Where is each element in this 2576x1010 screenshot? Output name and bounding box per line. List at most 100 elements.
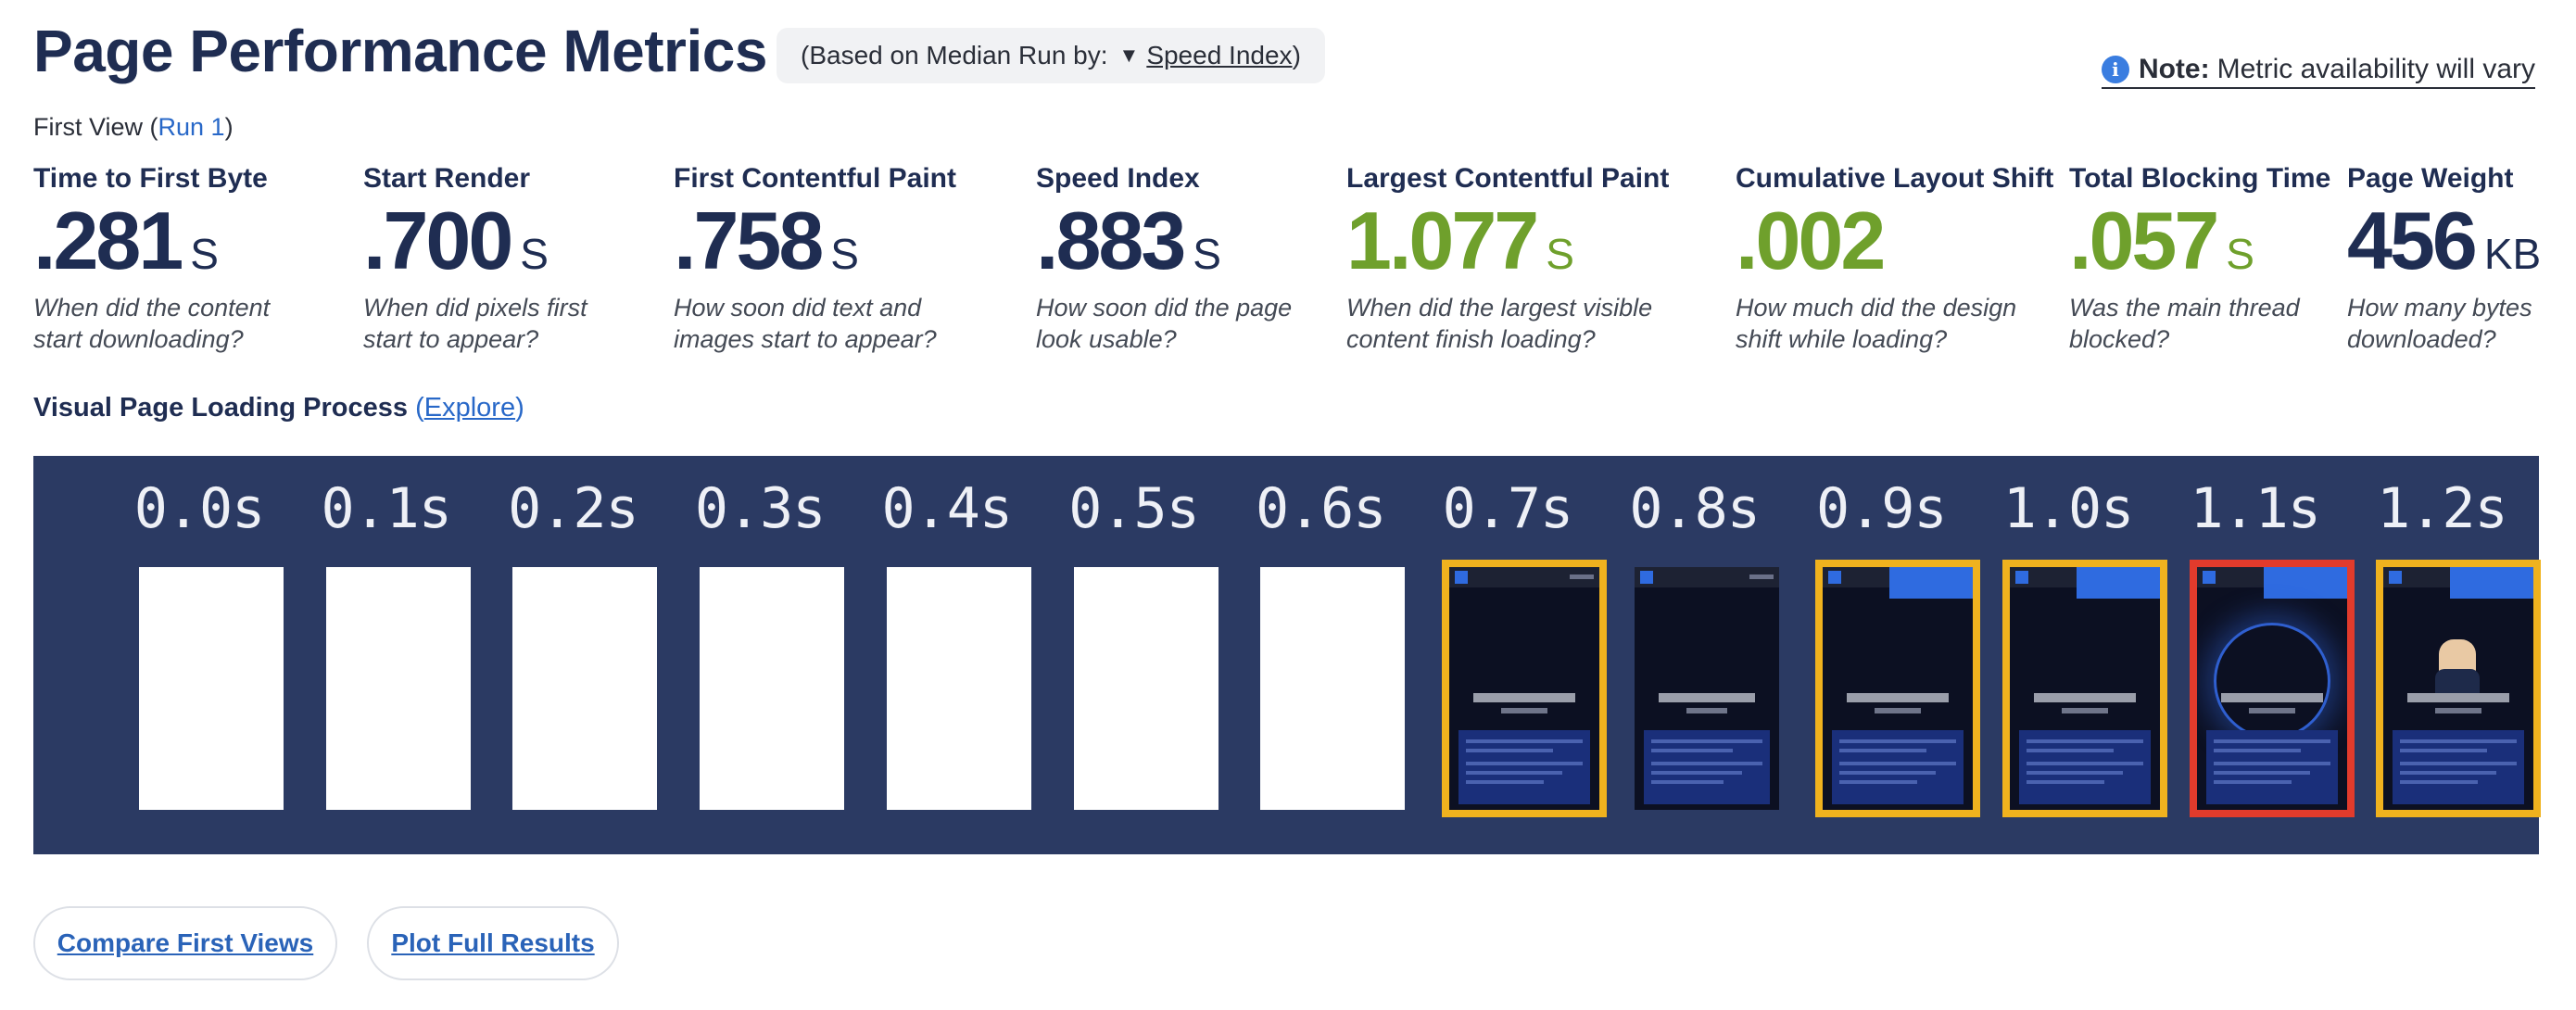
- frame-thumbnail[interactable]: [1815, 560, 1981, 817]
- frame-time: 0.6s: [1255, 476, 1387, 541]
- metric-tbt: Total Blocking Time .057 S Was the main t…: [2069, 163, 2330, 356]
- metric-label: Speed Index: [1036, 163, 1200, 194]
- metric-unit: S: [190, 230, 219, 278]
- metric-unit: KB: [2483, 230, 2542, 278]
- metric-unit: S: [2226, 230, 2254, 278]
- metric-fcp: First Contentful Paint .758 S How soon di…: [674, 163, 956, 356]
- frame-thumbnail[interactable]: [1441, 560, 1607, 817]
- page-screenshot: [1823, 567, 1974, 810]
- frame-thumbnail[interactable]: [512, 567, 658, 810]
- median-metric-select[interactable]: Speed Index: [1146, 41, 1293, 69]
- plot-full-results-button[interactable]: Plot Full Results: [367, 906, 619, 980]
- metric-unit: S: [520, 230, 549, 278]
- frame-time: 0.7s: [1442, 476, 1574, 541]
- frame-thumbnail[interactable]: [2189, 560, 2355, 817]
- filmstrip-frame[interactable]: 0.9s: [1793, 456, 1981, 854]
- frame-thumbnail[interactable]: [139, 567, 284, 810]
- frame-thumbnail[interactable]: [2002, 560, 2167, 817]
- frame-time: 0.9s: [1816, 476, 1948, 541]
- filmstrip-frame[interactable]: 0.1s: [298, 456, 474, 854]
- metric-description: When did the largest visible content fin…: [1346, 294, 1653, 353]
- metric-ttfb: Time to First Byte .281 S When did the co…: [33, 163, 302, 356]
- compare-first-views-button[interactable]: Compare First Views: [33, 906, 337, 980]
- metric-value: 456: [2347, 195, 2478, 286]
- metric-label: Start Render: [363, 163, 531, 194]
- site-logo-icon: [2389, 571, 2403, 584]
- frame-thumbnail[interactable]: [1073, 567, 1219, 810]
- filmstrip-frame[interactable]: 0.3s: [672, 456, 848, 854]
- metric-unit: S: [1193, 230, 1221, 278]
- metric-description: How soon did text and images start to ap…: [674, 294, 937, 353]
- metric-label: First Contentful Paint: [674, 163, 956, 194]
- frame-time: 0.3s: [694, 476, 827, 541]
- visual-loading-label: Visual Page Loading Process: [33, 393, 409, 423]
- filmstrip-frame[interactable]: 0.7s: [1420, 456, 1607, 854]
- frame-thumbnail[interactable]: [1634, 567, 1779, 810]
- frame-thumbnail[interactable]: [1260, 567, 1406, 810]
- frame-thumbnail[interactable]: [2376, 560, 2542, 817]
- page-screenshot: [2196, 567, 2347, 810]
- metric-unit: S: [1546, 230, 1574, 278]
- frame-time: 0.5s: [1068, 476, 1200, 541]
- note-text: Metric availability will vary: [2216, 54, 2535, 84]
- frame-thumbnail[interactable]: [325, 567, 471, 810]
- filmstrip-frame[interactable]: 1.0s: [1980, 456, 2167, 854]
- filmstrip-frame[interactable]: 0.6s: [1232, 456, 1408, 854]
- metric-label: Time to First Byte: [33, 163, 268, 194]
- frame-time: 1.0s: [2002, 476, 2135, 541]
- metric-value: .281: [33, 195, 183, 286]
- open-paren: (: [415, 393, 424, 423]
- median-run-selector[interactable]: (Based on Median Run by: ▼ Speed Index ): [777, 28, 1325, 83]
- site-logo-icon: [1454, 571, 1468, 584]
- view-prefix: First View (: [33, 113, 158, 141]
- metric-cls: Cumulative Layout Shift .002 How much di…: [1736, 163, 2053, 356]
- close-paren: ): [515, 393, 524, 423]
- frame-time: 0.0s: [133, 476, 266, 541]
- site-logo-icon: [2015, 571, 2028, 584]
- metric-lcp: Largest Contentful Paint 1.077 S When did…: [1346, 163, 1671, 356]
- run-link[interactable]: Run 1: [158, 113, 225, 141]
- frame-thumbnail[interactable]: [886, 567, 1031, 810]
- metric-label: Cumulative Layout Shift: [1736, 163, 2054, 194]
- caret-down-icon: ▼: [1118, 44, 1140, 67]
- frame-time: 0.2s: [508, 476, 639, 541]
- page-screenshot: [2010, 567, 2160, 810]
- site-logo-icon: [2202, 571, 2216, 584]
- metric-value: .002: [1736, 195, 1886, 286]
- page-screenshot: [2383, 567, 2534, 810]
- filmstrip-frame[interactable]: 1.2s: [2354, 456, 2542, 854]
- metric-availability-note[interactable]: i Note: Metric availability will vary: [2101, 54, 2535, 89]
- explore-link[interactable]: Explore: [423, 393, 516, 423]
- filmstrip-frame[interactable]: 0.0s: [111, 456, 287, 854]
- page-screenshot: [1634, 567, 1779, 810]
- frame-time: 1.2s: [2377, 476, 2508, 541]
- median-prefix: (Based on Median Run by:: [801, 41, 1108, 69]
- page-screenshot: [1448, 567, 1599, 810]
- metric-description: Was the main thread blocked?: [2069, 294, 2300, 353]
- filmstrip: 0.0s 0.1s 0.2s 0.3s 0.4s 0.5s 0.6s 0.7s 0.8s 0.9s…: [33, 456, 2542, 854]
- metric-description: When did the content start downloading?: [33, 294, 271, 353]
- metric-value: .883: [1036, 195, 1186, 286]
- filmstrip-frame[interactable]: 0.5s: [1046, 456, 1222, 854]
- metric-label: Page Weight: [2347, 163, 2514, 194]
- metric-page-weight: Page Weight 456 KB How many bytes downloa…: [2347, 163, 2541, 356]
- note-label: Note:: [2138, 54, 2210, 84]
- metric-description: How much did the design shift while load…: [1736, 294, 2017, 353]
- frame-thumbnail[interactable]: [700, 567, 845, 810]
- metric-value: .758: [674, 195, 824, 286]
- metric-label: Total Blocking Time: [2069, 163, 2331, 194]
- metric-label: Largest Contentful Paint: [1346, 163, 1670, 194]
- frame-time: 1.1s: [2190, 476, 2321, 541]
- page-title: Page Performance Metrics: [33, 18, 767, 84]
- filmstrip-frame[interactable]: 0.2s: [485, 456, 661, 854]
- filmstrip-frame[interactable]: 0.4s: [859, 456, 1035, 854]
- frame-time: 0.4s: [881, 476, 1014, 541]
- avatar: [2435, 639, 2481, 693]
- metric-value: .700: [363, 195, 513, 286]
- frame-time: 0.8s: [1629, 476, 1761, 541]
- filmstrip-frame[interactable]: 1.1s: [2167, 456, 2355, 854]
- site-logo-icon: [1639, 571, 1653, 584]
- metric-value: 1.077: [1346, 195, 1539, 286]
- frame-time: 0.1s: [321, 476, 452, 541]
- filmstrip-frame[interactable]: 0.8s: [1607, 456, 1783, 854]
